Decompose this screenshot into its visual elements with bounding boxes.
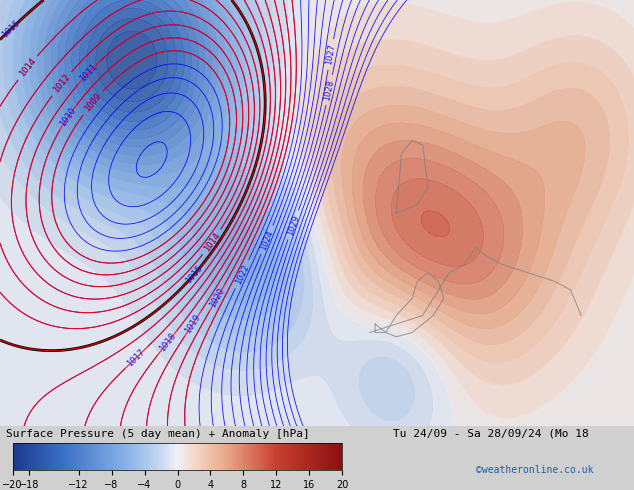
Text: Tu 24/09 - Sa 28/09/24 (Mo 18: Tu 24/09 - Sa 28/09/24 (Mo 18 — [393, 429, 589, 439]
Text: 1010: 1010 — [58, 106, 77, 128]
Text: 1014: 1014 — [18, 57, 37, 79]
Text: 1011: 1011 — [78, 62, 99, 84]
Text: 1029: 1029 — [285, 214, 301, 236]
Text: 1017: 1017 — [126, 347, 147, 368]
Text: 1014: 1014 — [202, 231, 222, 253]
Text: 1018: 1018 — [157, 331, 178, 354]
Text: ©weatheronline.co.uk: ©weatheronline.co.uk — [476, 466, 593, 475]
Text: 1027: 1027 — [325, 43, 337, 66]
Text: 1012: 1012 — [51, 73, 72, 95]
Text: 1022: 1022 — [233, 263, 250, 286]
Text: 1014: 1014 — [18, 57, 37, 79]
Text: 1015: 1015 — [184, 263, 205, 285]
Text: Surface Pressure (5 day mean) + Anomaly [hPa]: Surface Pressure (5 day mean) + Anomaly … — [6, 429, 310, 439]
Text: 1019: 1019 — [183, 312, 202, 335]
Text: 1014: 1014 — [202, 231, 222, 253]
Text: 1012: 1012 — [51, 73, 72, 95]
Text: 1024: 1024 — [259, 228, 275, 251]
Text: 1028: 1028 — [323, 79, 336, 101]
Text: 1020: 1020 — [208, 287, 226, 309]
Text: 1009: 1009 — [82, 92, 103, 114]
Text: 1009: 1009 — [82, 92, 103, 114]
Text: 1015: 1015 — [0, 19, 22, 40]
